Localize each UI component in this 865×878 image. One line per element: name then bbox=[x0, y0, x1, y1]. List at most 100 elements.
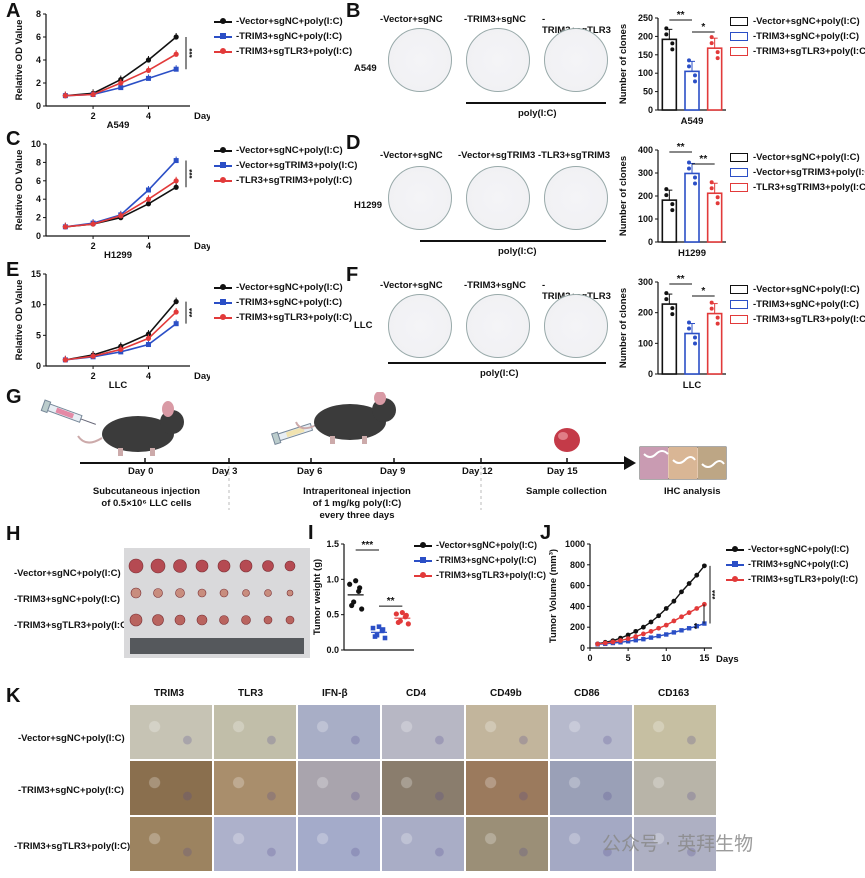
mouse-icon bbox=[295, 392, 396, 444]
legend-a-item: -Vector+sgNC+poly(I:C) bbox=[236, 16, 343, 27]
x-tick-label: 4 bbox=[146, 371, 151, 381]
significance-label: ** bbox=[693, 622, 702, 629]
y-tick-label: 400 bbox=[638, 145, 653, 155]
data-point bbox=[173, 51, 179, 57]
panel-label-c: C bbox=[6, 128, 21, 150]
timeline-day: Day 0 bbox=[128, 466, 154, 477]
data-point bbox=[602, 640, 608, 646]
timeline-arrowhead bbox=[624, 456, 636, 470]
data-point bbox=[118, 346, 124, 353]
replicate-dot bbox=[664, 32, 669, 37]
x-axis-label: Days bbox=[194, 111, 210, 122]
legend-e: -Vector+sgNC+poly(I:C) -TRIM3+sgNC+poly(… bbox=[214, 280, 352, 325]
ihc-row-label: -TRIM3+sgTLR3+poly(I:C) bbox=[14, 841, 131, 852]
ihc-column-header: CD49b bbox=[490, 688, 522, 699]
data-point bbox=[62, 357, 68, 363]
legend-e-item: -TRIM3+sgTLR3+poly(I:C) bbox=[236, 312, 353, 323]
tumor-sample bbox=[129, 613, 143, 627]
replicate-dot bbox=[709, 35, 714, 40]
tumor-photo-panel: -Vector+sgNC+poly(I:C) -TRIM3+sgNC+poly(… bbox=[8, 548, 310, 660]
cell-line-label: H1299 bbox=[104, 250, 132, 260]
data-point bbox=[90, 221, 96, 227]
data-point bbox=[656, 613, 662, 619]
ihc-grid: TRIM3 TLR3 IFN-β CD4 CD49b CD86 CD163 -Vector+… bbox=[0, 685, 865, 878]
bar bbox=[706, 192, 723, 243]
ihc-tile bbox=[214, 817, 296, 871]
tumor-sample bbox=[130, 587, 142, 599]
tumor-sample bbox=[175, 588, 185, 598]
panel-label-a: A bbox=[6, 0, 21, 22]
data-point bbox=[671, 630, 677, 635]
culture-plate bbox=[544, 166, 608, 230]
colony-d-col: -TLR3+sgTRIM3 bbox=[538, 150, 611, 161]
replicate-dot bbox=[693, 341, 697, 346]
colony-d-cell: H1299 bbox=[354, 200, 382, 211]
data-point bbox=[118, 213, 124, 219]
data-point bbox=[701, 601, 707, 607]
ihc-tile bbox=[214, 761, 296, 815]
y-tick-label: 0 bbox=[580, 643, 585, 653]
bar-legend-d-item: -TLR3+sgTRIM3+poly(I:C) bbox=[753, 182, 865, 193]
tumor-sample bbox=[153, 588, 163, 598]
legend-i: -Vector+sgNC+poly(I:C) -TRIM3+sgNC+poly(… bbox=[414, 538, 546, 583]
significance-label: ** bbox=[677, 274, 685, 285]
tumor-sample bbox=[286, 589, 294, 597]
y-tick-label: 0 bbox=[648, 237, 653, 247]
tumor-volume-chart: 0 200 400 600 800 1000 0 5 10 15 Tumor Volume (mm³… bbox=[548, 539, 739, 665]
bar bbox=[661, 199, 678, 243]
y-axis-label: Relative OD Value bbox=[14, 150, 25, 231]
x-tick-label: 2 bbox=[91, 111, 96, 121]
y-tick-label: 100 bbox=[638, 214, 653, 224]
legend-c: -Vector+sgNC+poly(I:C) -Vector+sgTRIM3+p… bbox=[214, 143, 357, 188]
ihc-column-header: TLR3 bbox=[238, 688, 263, 699]
tumor-sample bbox=[285, 615, 295, 625]
y-tick-label: 2 bbox=[36, 78, 41, 88]
tumor-sample bbox=[242, 589, 250, 597]
data-point bbox=[641, 636, 646, 642]
ihc-column-header: CD4 bbox=[406, 688, 427, 699]
data-point bbox=[648, 635, 654, 640]
significance-label: * bbox=[701, 22, 705, 33]
data-point bbox=[656, 625, 662, 631]
data-point bbox=[640, 624, 646, 630]
y-axis-label: Number of clones bbox=[618, 288, 629, 368]
ihc-thumbnail bbox=[639, 446, 727, 480]
y-axis-label: Relative OD Value bbox=[14, 280, 25, 361]
tumor-sample bbox=[263, 615, 273, 625]
culture-plate bbox=[544, 294, 608, 358]
data-point bbox=[686, 581, 692, 586]
data-point bbox=[405, 621, 411, 627]
panel-label-d: D bbox=[346, 132, 361, 154]
data-point bbox=[145, 342, 151, 348]
colony-b-col: -TRIM3+sgNC bbox=[464, 14, 527, 25]
x-tick-label: 0 bbox=[587, 653, 592, 663]
x-tick-label: 4 bbox=[146, 241, 151, 251]
data-point bbox=[694, 623, 699, 629]
data-point bbox=[395, 619, 401, 626]
y-tick-label: 1.0 bbox=[326, 574, 339, 584]
replicate-dot bbox=[664, 26, 669, 31]
timeline-note-subcutaneous: Subcutaneous injection of 0.5×10⁶ LLC cel… bbox=[92, 486, 201, 509]
replicate-dot bbox=[670, 47, 675, 52]
culture-plate bbox=[466, 294, 530, 358]
y-tick-label: 8 bbox=[36, 9, 41, 19]
data-point bbox=[618, 638, 623, 643]
replicate-dot bbox=[670, 41, 675, 46]
data-point bbox=[625, 639, 631, 644]
significance-label: *** bbox=[361, 540, 373, 551]
data-point bbox=[145, 67, 152, 73]
y-tick-label: 200 bbox=[570, 622, 585, 632]
data-point bbox=[694, 606, 700, 611]
ihc-tile bbox=[382, 761, 464, 815]
tumor-sample bbox=[217, 559, 231, 573]
panel-label-f: F bbox=[346, 264, 359, 286]
cell-line-label: H1299 bbox=[678, 248, 706, 259]
bar-legend-d: -Vector+sgNC+poly(I:C) -Vector+sgTRIM3+p… bbox=[730, 150, 865, 195]
y-tick-label: 100 bbox=[638, 338, 653, 348]
data-point bbox=[357, 585, 363, 591]
colony-panel-b: -Vector+sgNC -TRIM3+sgNC -TRIM3+sgTLR3 A… bbox=[350, 6, 612, 128]
replicate-dot bbox=[715, 315, 720, 320]
culture-plate bbox=[466, 28, 530, 92]
ihc-tile bbox=[130, 705, 212, 759]
data-point bbox=[173, 309, 179, 315]
